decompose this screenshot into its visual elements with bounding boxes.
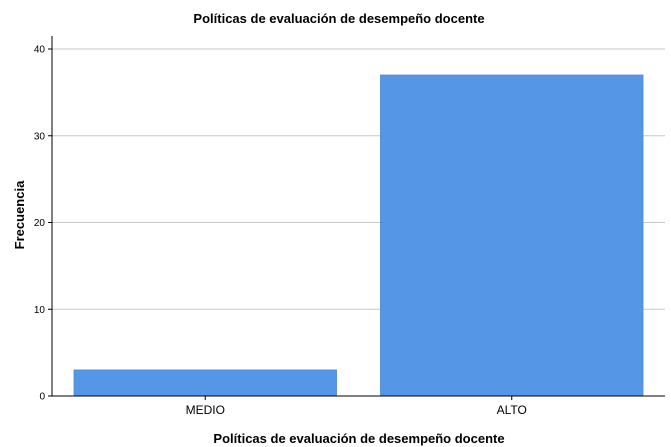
y-axis-title: Frecuencia bbox=[12, 180, 27, 249]
y-tick-label: 40 bbox=[34, 45, 46, 56]
x-tick-label-alto: ALTO bbox=[497, 403, 527, 417]
y-tick-labels: 0 10 20 30 40 bbox=[34, 45, 46, 403]
bars bbox=[73, 74, 644, 397]
chart-title: Políticas de evaluación de desempeño doc… bbox=[193, 11, 484, 26]
y-tick-label: 20 bbox=[34, 218, 46, 229]
x-tick-label-medio: MEDIO bbox=[186, 403, 225, 417]
x-axis-title: Políticas de evaluación de desempeño doc… bbox=[213, 431, 504, 446]
axes bbox=[48, 36, 665, 400]
bar-medio bbox=[73, 369, 337, 397]
bar-alto bbox=[380, 74, 644, 397]
x-tick-labels: MEDIO ALTO bbox=[186, 403, 527, 417]
y-tick-label: 0 bbox=[39, 392, 45, 403]
y-tick-label: 10 bbox=[34, 305, 46, 316]
y-tick-label: 30 bbox=[34, 131, 46, 142]
